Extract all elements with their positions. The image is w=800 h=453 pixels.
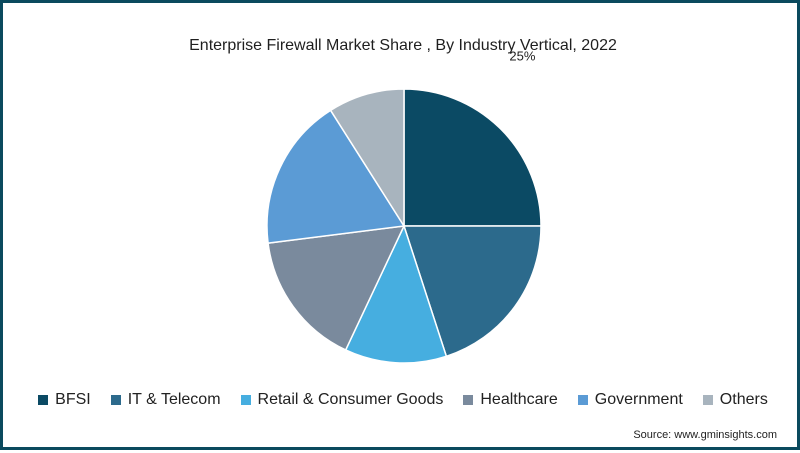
legend-item-it-telecom: IT & Telecom: [110, 391, 221, 409]
legend-label: Healthcare: [480, 391, 558, 408]
chart-title: Enterprise Firewall Market Share , By In…: [189, 37, 617, 54]
legend-swatch: [240, 395, 251, 405]
legend-swatch: [702, 395, 713, 405]
legend-label: Government: [594, 391, 683, 408]
legend-swatch: [463, 395, 474, 405]
pie-slice-bfsi: [403, 88, 542, 227]
legend-label: Others: [719, 391, 768, 408]
legend-item-government: Government: [577, 391, 683, 409]
source-note: Source: www.gminsights.com: [633, 429, 777, 441]
data-label-bfsi: 25%: [509, 49, 535, 64]
legend-label: IT & Telecom: [127, 391, 221, 408]
legend-item-retail-consumer-goods: Retail & Consumer Goods: [240, 391, 444, 409]
legend-swatch: [577, 395, 588, 405]
pie-slice-retail-consumer-goods: [344, 223, 448, 364]
pie-slice-healthcare: [267, 225, 406, 351]
legend-item-bfsi: BFSI: [38, 391, 91, 409]
legend-item-others: Others: [702, 391, 768, 409]
pie-chart: 25%: [266, 49, 542, 364]
legend-item-healthcare: Healthcare: [463, 391, 558, 409]
pie-slice-others: [329, 88, 405, 229]
legend: BFSI IT & Telecom Retail & Consumer Goods H…: [3, 391, 800, 409]
legend-swatch: [38, 395, 49, 405]
legend-label: BFSI: [55, 391, 91, 408]
pie-slice-it-telecom: [402, 225, 542, 358]
legend-label: Retail & Consumer Goods: [257, 391, 444, 408]
legend-swatch: [110, 395, 121, 405]
pie-slice-government: [266, 109, 406, 245]
